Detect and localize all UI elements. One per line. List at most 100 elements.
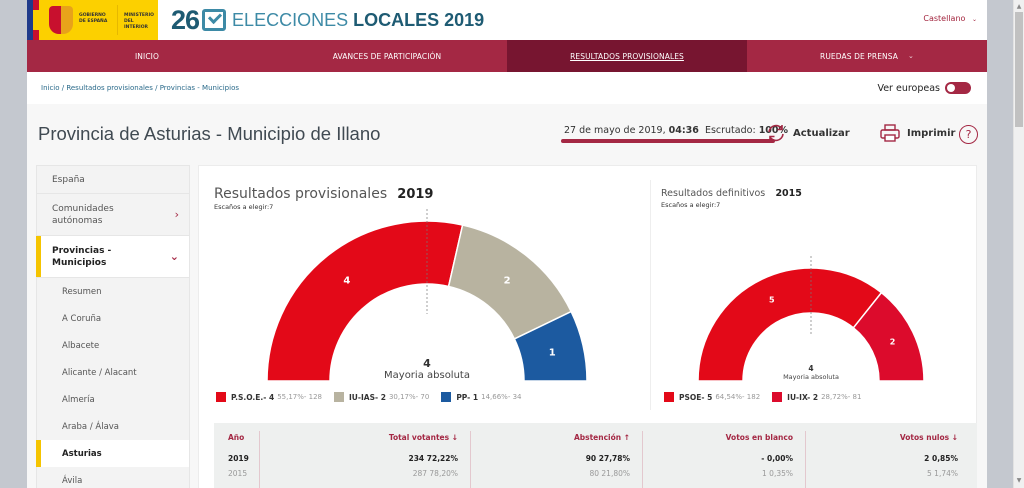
header-votos-nulos[interactable]: Votos nulos ↓ [899,432,958,442]
legend-swatch [772,392,783,402]
top-bar: GOBIERNO DE ESPAÑA MINISTERIO DEL INTERI… [27,0,987,40]
chevron-down-icon: ⌄ [908,52,914,60]
header-year[interactable]: Año [228,432,245,442]
chart-2019-year: 2019 [397,187,434,202]
page-title: Provincia de Asturias - Municipio de Ill… [38,123,381,144]
sidebar-subitem-resumen[interactable]: Resumen [37,278,189,305]
cell-abstencion: 90 27,78% [585,454,630,463]
sidebar-subitem-almeria[interactable]: Almería [37,386,189,413]
sidebar-subitem-avila[interactable]: Ávila [37,467,189,488]
cell-nulos: 2 0,85% [924,454,958,463]
sidebar-subitem-label: A Coruña [62,313,102,324]
legend-swatch [441,392,452,402]
column-divider [642,431,643,488]
help-icon[interactable]: ? [959,125,978,144]
sidebar-item-provincias[interactable]: Provincias - Municipios ⌄ [36,236,189,278]
left-gutter [0,0,27,488]
breadcrumb[interactable]: Inicio / Resultados provisionales / Prov… [41,84,239,92]
chart-2019-title: Resultados provisionales [214,186,388,202]
sidebar-subitem-alicante[interactable]: Alicante / Alacant [37,359,189,386]
refresh-label: Actualizar [793,127,850,139]
right-gutter [987,0,1013,488]
print-button[interactable]: Imprimir [879,123,955,143]
brand-title-light: ELECCIONES [232,9,349,30]
nav-item-avances[interactable]: AVANCES DE PARTICIPACIÓN [267,40,507,72]
gov-logo-text: GOBIERNO DE ESPAÑA [79,13,108,24]
nav-item-resultados[interactable]: RESULTADOS PROVISIONALES [507,40,747,72]
header-votos-blanco: Votos en blanco [725,432,793,442]
legend-swatch [664,392,674,402]
legend-party: IU-IAS- 2 [349,392,386,402]
scrollbar[interactable]: ▲ ▼ [1013,0,1024,488]
arc-2019-pp[interactable] [513,310,588,382]
participation-table: Año Total votantes ↓ Abstención ↑ Votos … [214,423,977,488]
sidebar-subitem-label: Resumen [62,286,102,297]
header-abstencion[interactable]: Abstención ↑ [573,432,630,442]
cell-blanco: 1 0,35% [762,469,793,478]
nav-label: RESULTADOS PROVISIONALES [570,51,684,61]
elections-brand[interactable]: 26 ELECCIONES LOCALES 2019 [171,4,484,36]
sidebar-item-label: Comunidades autónomas [52,203,114,226]
status-time: 04:36 [668,125,699,136]
majority-value: 4 [808,364,814,373]
ver-europeas-toggle[interactable]: Ver europeas [877,82,971,94]
chart-divider [650,180,651,410]
legend-swatch [216,392,226,402]
cell-total: 234 72,22% [408,454,458,463]
arc-2015-psoe[interactable] [697,267,883,382]
cell-blanco: - 0,00% [761,454,793,463]
nav-item-inicio[interactable]: INICIO [27,40,267,72]
arc-2019-psoe[interactable] [266,220,464,382]
government-logo[interactable]: GOBIERNO DE ESPAÑA MINISTERIO DEL INTERI… [27,0,158,40]
sidebar-item-label: España [52,174,85,185]
cell-nulos: 5 1,74% [927,469,958,478]
chevron-right-icon: › [174,207,179,221]
sidebar-subitem-albacete[interactable]: Albacete [37,332,189,359]
sidebar-subitem-label: Araba / Álava [62,421,120,432]
toggle-switch[interactable] [945,82,971,94]
scrutiny-status: 27 de mayo de 2019, 04:36 Escrutado: 100… [564,125,788,136]
nav-label: AVANCES DE PARTICIPACIÓN [332,51,442,61]
seat-label-2019-psoe: 4 [343,276,350,287]
sidebar-subitem-araba[interactable]: Araba / Álava [37,413,189,440]
legend-party: PSOE- 5 [679,392,713,402]
ballot-check-icon [202,9,227,31]
seat-label-2015-psoe: 5 [769,295,775,304]
chevron-down-icon: ⌄ [971,16,977,23]
scrollbar-thumb[interactable] [1015,12,1023,127]
coat-of-arms-icon [49,6,73,34]
scroll-up-icon[interactable]: ▲ [1016,3,1022,10]
legend-percent-votes: 55,17%- 128 [277,393,323,401]
header-total-votantes[interactable]: Total votantes ↓ [388,432,458,442]
legend-percent-votes: 28,72%- 81 [821,393,862,401]
scroll-down-icon[interactable]: ▼ [1016,477,1022,484]
seat-label-2019-iuias: 2 [504,276,511,287]
legend-percent-votes: 64,54%- 182 [715,393,761,401]
language-selector[interactable]: Castellano ⌄ [923,14,977,23]
brand-title-bold: LOCALES 2019 [353,9,485,30]
sidebar-subitem-label: Alicante / Alacant [62,367,137,378]
majority-value: 4 [423,357,431,370]
legend-party: PP- 1 [456,392,479,402]
spain-flag-icon [33,0,39,40]
legend-percent-votes: 14,66%- 34 [481,393,522,401]
escrutado-value: 100% [758,125,789,136]
sidebar-subitem-a-coruna[interactable]: A Coruña [37,305,189,332]
arc-2015-iuix[interactable] [852,291,925,382]
majority-label: Mayoria absoluta [783,373,839,381]
chevron-down-icon: ⌄ [169,249,179,263]
main-nav: INICIO AVANCES DE PARTICIPACIÓN RESULTAD… [27,40,987,72]
cell-year: 2019 [228,454,249,463]
eu-flag-icon [27,0,33,40]
sidebar-subitem-label: Albacete [62,340,100,351]
chart-2019-majority: 4 Mayoria absoluta [377,357,477,381]
nav-item-ruedas-prensa[interactable]: RUEDAS DE PRENSA ⌄ [747,40,987,72]
legend-swatch [334,392,345,402]
sidebar-item-label: Provincias - Municipios [52,245,112,268]
escrutado-label: Escrutado: [704,125,756,136]
column-divider [470,431,471,488]
sidebar-subitem-asturias[interactable]: Asturias [36,440,189,467]
sidebar-item-espana[interactable]: España [37,166,189,194]
refresh-button[interactable]: Actualizar [765,123,850,143]
sidebar-item-comunidades[interactable]: Comunidades autónomas › [37,194,189,236]
